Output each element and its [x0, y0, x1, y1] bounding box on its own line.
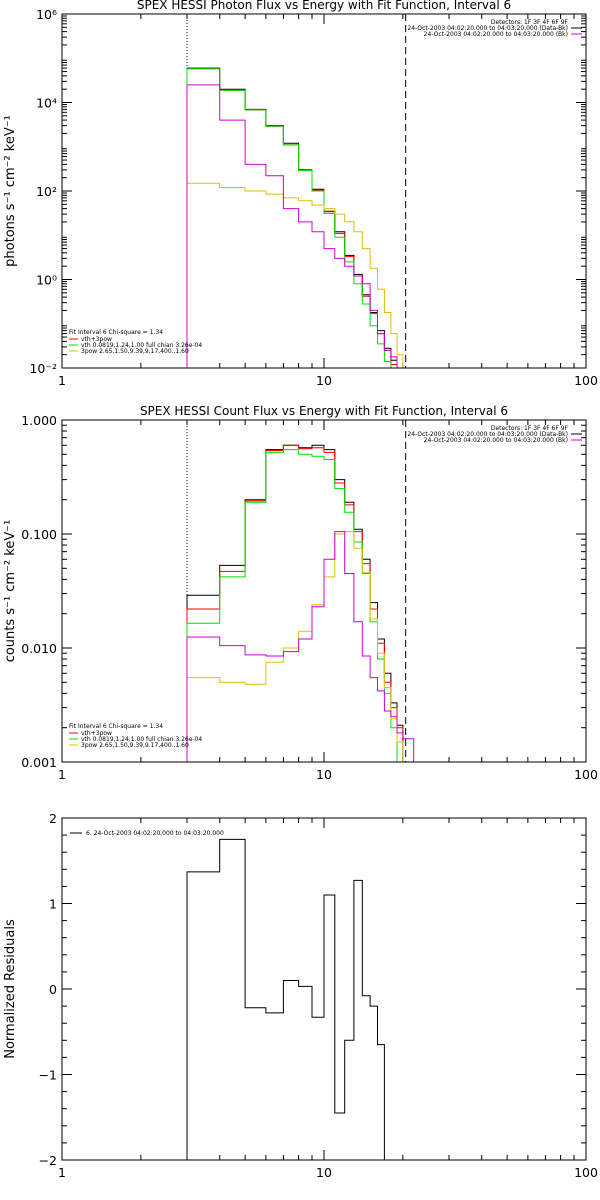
- series-3-line: [186, 182, 414, 368]
- x-tick-label: 100: [574, 373, 598, 388]
- y-tick-label: 2: [49, 811, 57, 826]
- y-tick-label: 10²: [36, 184, 57, 199]
- y-tick-label: 10⁴: [36, 96, 57, 111]
- y-tick-label: 0.100: [21, 527, 57, 542]
- legend-top-right-entry: Detectors: 1F 3F 4F 6F 9F: [491, 425, 569, 432]
- y-axis-label: counts s⁻¹ cm⁻² keV⁻¹: [3, 520, 18, 663]
- y-tick-label: 0: [49, 982, 57, 997]
- y-axis-label: Normalized Residuals: [3, 919, 18, 1059]
- y-tick-label: 0.010: [21, 641, 57, 656]
- x-tick-label: 100: [574, 767, 598, 782]
- legend-fit-entry: 3pow 2.65,1.50,9.39,9.17,400.,1.60: [81, 742, 189, 749]
- legend-top-right-entry: 24-Oct-2003 04:02:20.000 to 04:03:20.000…: [424, 437, 568, 444]
- series-0-line: [186, 67, 415, 368]
- series-1-line: [186, 68, 415, 368]
- legend-interval-entry: 6. 24-Oct-2003 04:02:20.000 to 04:03:20.…: [86, 830, 224, 837]
- plot-frame: [61, 13, 587, 369]
- series-0-line: [186, 838, 403, 1160]
- legend-fit-title: Fit Interval 6 Chi-square = 1.34: [69, 329, 163, 336]
- series-2-line: [186, 68, 415, 368]
- series-2-line: [186, 449, 415, 762]
- y-tick-label: 1.000: [21, 413, 57, 428]
- x-tick-label: 1: [58, 373, 66, 388]
- series-4-line: [186, 531, 415, 762]
- plot-frame: [61, 817, 587, 1161]
- plot-frame: [61, 419, 587, 763]
- y-tick-label: 0.001: [21, 755, 57, 770]
- legend-fit-title: Fit Interval 6 Chi-square = 1.34: [69, 723, 163, 730]
- legend-fit-entry: vth 0.0819,1.24,1.00 full chian 3.26e-04: [81, 342, 202, 349]
- legend-fit-entry: vth+3pow: [81, 336, 112, 343]
- y-tick-label: 10⁶: [36, 7, 57, 22]
- x-tick-label: 10: [316, 373, 332, 388]
- y-tick-label: 1: [49, 897, 57, 912]
- y-tick-label: 10⁰: [36, 273, 57, 288]
- legend-top-right-entry: 24-Oct-2003 04:02:20.000 to 04:03:20.000…: [424, 31, 568, 38]
- x-tick-label: 1: [58, 1165, 66, 1180]
- y-tick-label: −2: [39, 1153, 57, 1168]
- series-0-line: [186, 444, 414, 762]
- series-3-line: [186, 531, 415, 762]
- x-tick-label: 10: [316, 1165, 332, 1180]
- legend-fit-entry: 3pow 2.65,1.50,9.39,9.17,400.,1.60: [81, 348, 189, 355]
- legend-top-right-entry: 24-Oct-2003 04:02:20.000 to 04:03:20.000…: [407, 431, 568, 438]
- legend-top-right-entry: 24-Oct-2003 04:02:20.000 to 04:03:20.000…: [407, 25, 568, 32]
- x-tick-label: 1: [58, 767, 66, 782]
- series-1-line: [186, 444, 414, 762]
- legend-fit-entry: vth+3pow: [81, 730, 112, 737]
- y-tick-label: −1: [39, 1068, 57, 1083]
- x-tick-label: 10: [316, 767, 332, 782]
- legend-top-right-entry: Detectors: 1F 3F 4F 6F 9F: [491, 19, 569, 26]
- x-tick-label: 100: [574, 1165, 598, 1180]
- y-axis-label: photons s⁻¹ cm⁻² keV⁻¹: [3, 115, 18, 267]
- chart-title: SPEX HESSI Count Flux vs Energy with Fit…: [140, 404, 508, 418]
- y-tick-label: 10⁻²: [29, 361, 57, 376]
- legend-fit-entry: vth 0.0819,1.24,1.00 full chian 3.26e-04: [81, 736, 202, 743]
- series-4-line: [186, 84, 415, 368]
- chart-title: SPEX HESSI Photon Flux vs Energy with Fi…: [137, 0, 511, 12]
